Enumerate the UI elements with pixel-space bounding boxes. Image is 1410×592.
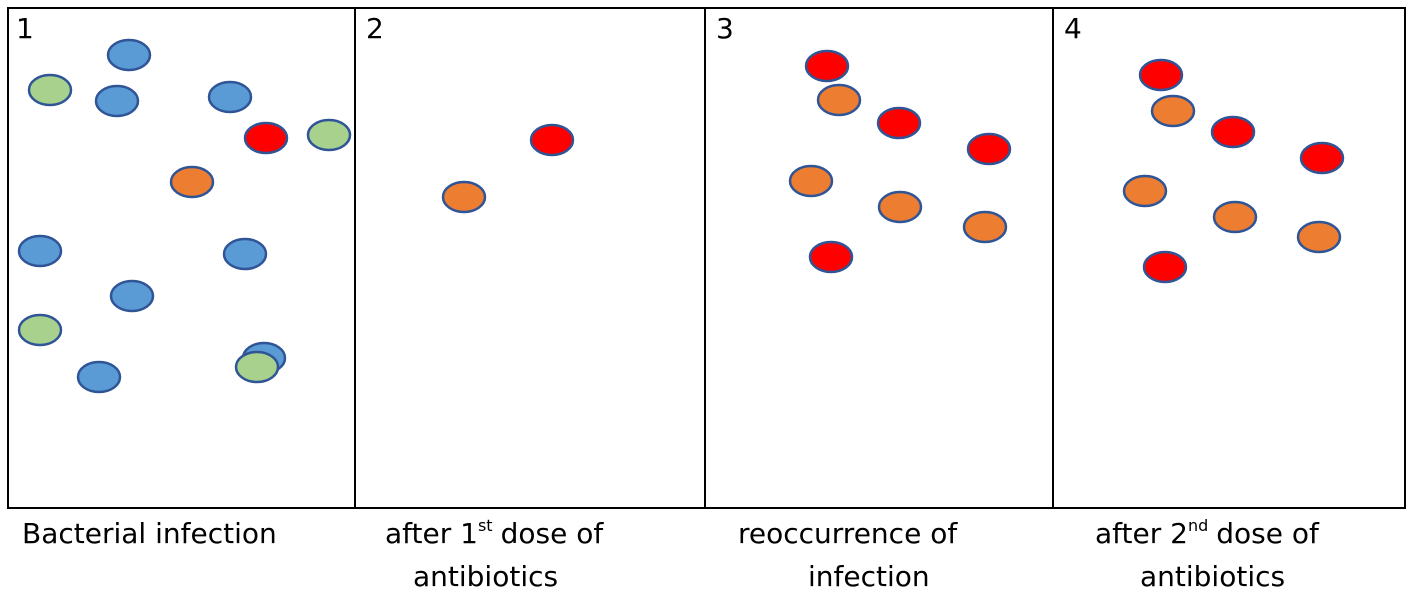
caption-text: after 2 [1095,517,1188,550]
bacterium [1150,94,1196,128]
bacterium [788,164,834,198]
bacteria-panel-4 [1122,58,1345,284]
caption: antibiotics [413,560,558,592]
bacterium [109,279,155,313]
bacterium [207,80,253,114]
bacteria-panel-2 [441,123,575,214]
bacterium [27,73,73,107]
bacterium [877,190,923,224]
bacterium [17,313,63,347]
caption-text: dose of [501,517,605,550]
bacterium [441,180,487,214]
bacteria-panel-3 [788,49,1012,274]
bacterium [94,84,140,118]
caption: reoccurrence of [738,517,958,550]
bacterium [243,121,289,155]
panel-box [704,7,1054,509]
bacterium [804,49,850,83]
bacterium [1299,141,1345,175]
bacterium [306,118,352,152]
caption-text: after 1 [385,517,478,550]
caption-superscript: nd [1188,516,1208,535]
caption: Bacterial infection [22,517,277,550]
panel-number: 1 [16,12,34,45]
bacterium [1296,220,1342,254]
bacterium [966,132,1012,166]
caption: after 1st dose of [385,516,604,550]
bacterium [808,240,854,274]
caption-text: dose of [1216,517,1320,550]
panel-box [1052,7,1406,509]
panel-number: 3 [716,12,734,45]
caption-superscript: st [478,516,493,535]
panel-box [354,7,706,509]
bacterium [962,210,1008,244]
caption: infection [808,560,930,592]
bacterium [1138,58,1184,92]
panel-number: 4 [1064,12,1082,45]
bacterium [1210,115,1256,149]
bacteria-panel-1 [17,38,352,394]
bacterium [1122,174,1168,208]
bacterium [106,38,152,72]
bacterium [234,350,280,384]
bacterium [529,123,575,157]
bacterium [1212,200,1258,234]
bacterium [816,83,862,117]
bacterium [876,106,922,140]
caption: after 2nd dose of [1095,516,1320,550]
panel-number: 2 [366,12,384,45]
bacterium [17,234,63,268]
bacterium [76,360,122,394]
caption: antibiotics [1140,560,1285,592]
bacterium [169,165,215,199]
bacterium [222,237,268,271]
bacterium [1142,250,1188,284]
